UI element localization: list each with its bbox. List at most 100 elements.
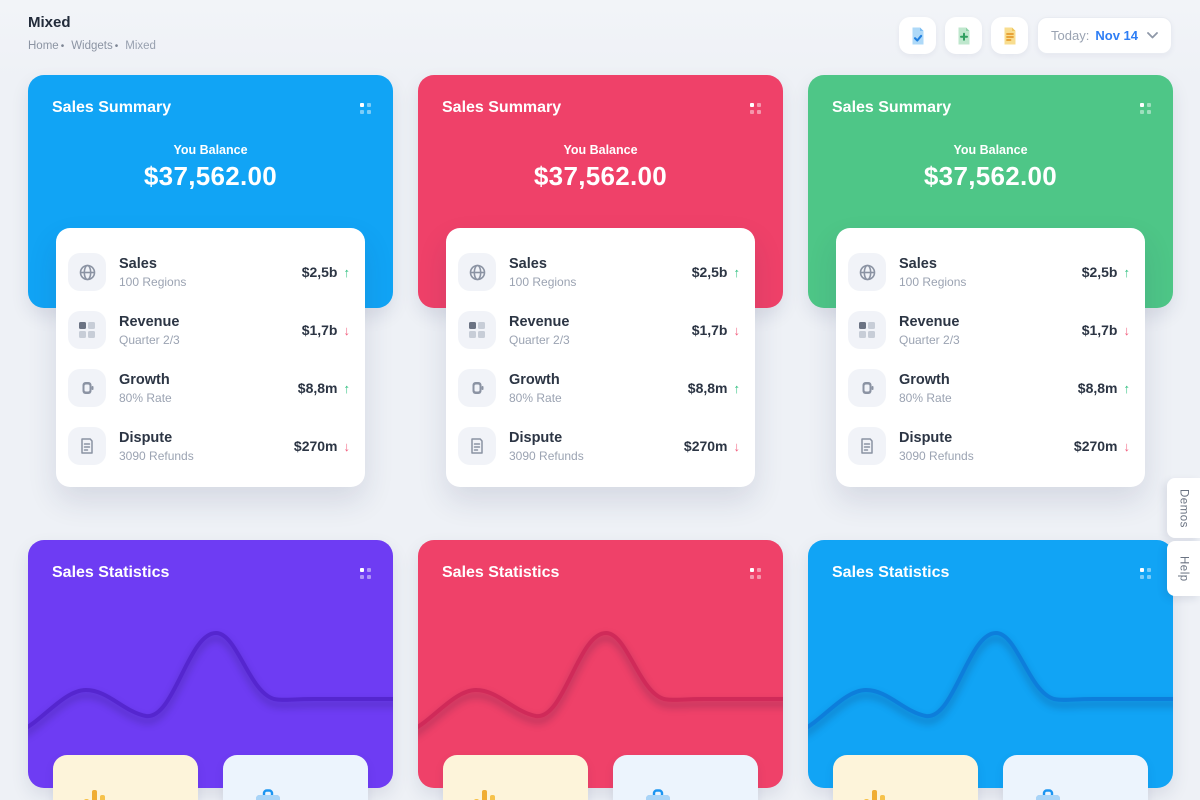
date-label: Today:	[1051, 28, 1090, 43]
smartwatch-icon	[848, 369, 886, 407]
balance-label: You Balance	[173, 143, 248, 157]
card-title: Sales Statistics	[52, 564, 170, 581]
balance-amount: $37,562.00	[923, 161, 1058, 191]
row-value: $270m	[1073, 438, 1118, 454]
stat-tile-jobs	[223, 755, 368, 800]
summary-row-revenue: Revenue Quarter 2/3 $1,7b ↓	[848, 301, 1130, 359]
row-value: $8,8m	[1077, 380, 1118, 396]
trend-up-icon: ↑	[343, 380, 351, 396]
grid-icon	[68, 311, 106, 349]
row-subtitle: 100 Regions	[119, 274, 187, 289]
row-value: $1,7b	[691, 322, 728, 338]
breadcrumb-item[interactable]: Home	[28, 40, 59, 52]
row-title: Sales	[119, 255, 157, 272]
card-header: Sales Statistics	[418, 540, 783, 600]
summary-row-growth: Growth 80% Rate $8,8m ↑	[458, 359, 740, 417]
widget-handle-icon[interactable]	[1140, 103, 1151, 114]
topbar: Today: Nov 14	[899, 17, 1172, 54]
date-dropdown[interactable]: Today: Nov 14	[1037, 17, 1172, 54]
smartwatch-icon	[68, 369, 106, 407]
grid-icon	[458, 311, 496, 349]
stat-tile-sales	[443, 755, 588, 800]
widget-handle-icon[interactable]	[360, 103, 371, 114]
row-value: $270m	[293, 438, 338, 454]
file-plus-button[interactable]	[945, 17, 983, 54]
row-title: Sales	[509, 255, 547, 272]
trend-down-icon: ↓	[343, 438, 351, 454]
summary-row-growth: Growth 80% Rate $8,8m ↑	[848, 359, 1130, 417]
file-check-button[interactable]	[899, 17, 937, 54]
summary-row-revenue: Revenue Quarter 2/3 $1,7b ↓	[458, 301, 740, 359]
breadcrumb-item[interactable]: Widgets	[71, 40, 113, 52]
side-tab-help[interactable]: Help	[1167, 541, 1200, 596]
row-subtitle: 3090 Refunds	[119, 448, 194, 463]
widget-handle-icon[interactable]	[750, 103, 761, 114]
summary-row-revenue: Revenue Quarter 2/3 $1,7b ↓	[68, 301, 350, 359]
widget-handle-icon[interactable]	[1140, 568, 1151, 579]
summary-row-sales: Sales 100 Regions $2,5b ↑	[458, 243, 740, 301]
balance-amount: $37,562.00	[533, 161, 668, 191]
card-header: Sales Statistics	[808, 540, 1173, 600]
trend-up-icon: ↑	[733, 264, 741, 280]
trend-down-icon: ↓	[1123, 438, 1131, 454]
trend-up-icon: ↑	[343, 264, 351, 280]
briefcase-icon	[643, 788, 673, 800]
file-check-icon	[912, 27, 924, 44]
row-title: Dispute	[899, 429, 953, 446]
widget-handle-icon[interactable]	[360, 568, 371, 579]
summary-row-sales: Sales 100 Regions $2,5b ↑	[848, 243, 1130, 301]
row-value: $2,5b	[691, 264, 728, 280]
breadcrumb: Home • Widgets • Mixed	[28, 40, 156, 52]
date-value: Nov 14	[1095, 28, 1138, 43]
smartwatch-icon	[458, 369, 496, 407]
file-invoice-button[interactable]	[991, 17, 1029, 54]
wave-line	[418, 630, 783, 730]
row-value: $270m	[683, 438, 728, 454]
widget-handle-icon[interactable]	[750, 568, 761, 579]
card-title: Sales Summary	[52, 99, 172, 116]
trend-up-icon: ↑	[1123, 380, 1131, 396]
briefcase-icon	[253, 788, 283, 800]
side-tab-demos[interactable]: Demos	[1167, 478, 1200, 538]
wave-line	[28, 630, 393, 730]
side-tab-label: Help	[1177, 555, 1190, 582]
grid-icon	[848, 311, 886, 349]
summary-row-sales: Sales 100 Regions $2,5b ↑	[68, 243, 350, 301]
row-subtitle: Quarter 2/3	[899, 332, 960, 347]
trend-down-icon: ↓	[733, 438, 741, 454]
row-subtitle: 100 Regions	[899, 274, 967, 289]
balance-label: You Balance	[953, 143, 1028, 157]
row-subtitle: 3090 Refunds	[899, 448, 974, 463]
summary-list: Sales 100 Regions $2,5b ↑	[446, 228, 755, 487]
briefcase-icon	[1033, 788, 1063, 800]
trend-down-icon: ↓	[343, 322, 351, 338]
summary-row-dispute: Dispute 3090 Refunds $270m ↓	[848, 417, 1130, 475]
card-header: Sales Summary	[418, 75, 783, 135]
sales-statistics-card: Sales Statistics	[808, 540, 1173, 800]
chevron-down-icon	[1147, 32, 1158, 39]
balance-amount: $37,562.00	[143, 161, 278, 191]
row-title: Revenue	[119, 313, 180, 330]
card-title: Sales Summary	[442, 99, 562, 116]
row-subtitle: Quarter 2/3	[509, 332, 570, 347]
card-title: Sales Summary	[832, 99, 952, 116]
card-header: Sales Statistics	[28, 540, 393, 600]
file-text-icon	[458, 427, 496, 465]
row-value: $1,7b	[301, 322, 338, 338]
summary-list: Sales 100 Regions $2,5b ↑	[836, 228, 1145, 487]
sales-statistics-card: Sales Statistics	[28, 540, 393, 800]
row-title: Revenue	[509, 313, 570, 330]
page-title: Mixed	[28, 14, 71, 31]
wave-chart	[808, 540, 1173, 788]
globe-icon	[458, 253, 496, 291]
breadcrumb-separator: •	[60, 41, 65, 52]
row-subtitle: 80% Rate	[899, 390, 952, 405]
stat-tile-sales	[53, 755, 198, 800]
side-tab-label: Demos	[1177, 488, 1190, 528]
sales-summary-card: Sales Summary You Balance $37,562.00 Sal…	[418, 75, 783, 487]
trend-down-icon: ↓	[1123, 322, 1131, 338]
row-title: Growth	[119, 371, 170, 388]
summary-list: Sales 100 Regions $2,5b ↑	[56, 228, 365, 487]
row-title: Growth	[509, 371, 560, 388]
globe-icon	[68, 253, 106, 291]
